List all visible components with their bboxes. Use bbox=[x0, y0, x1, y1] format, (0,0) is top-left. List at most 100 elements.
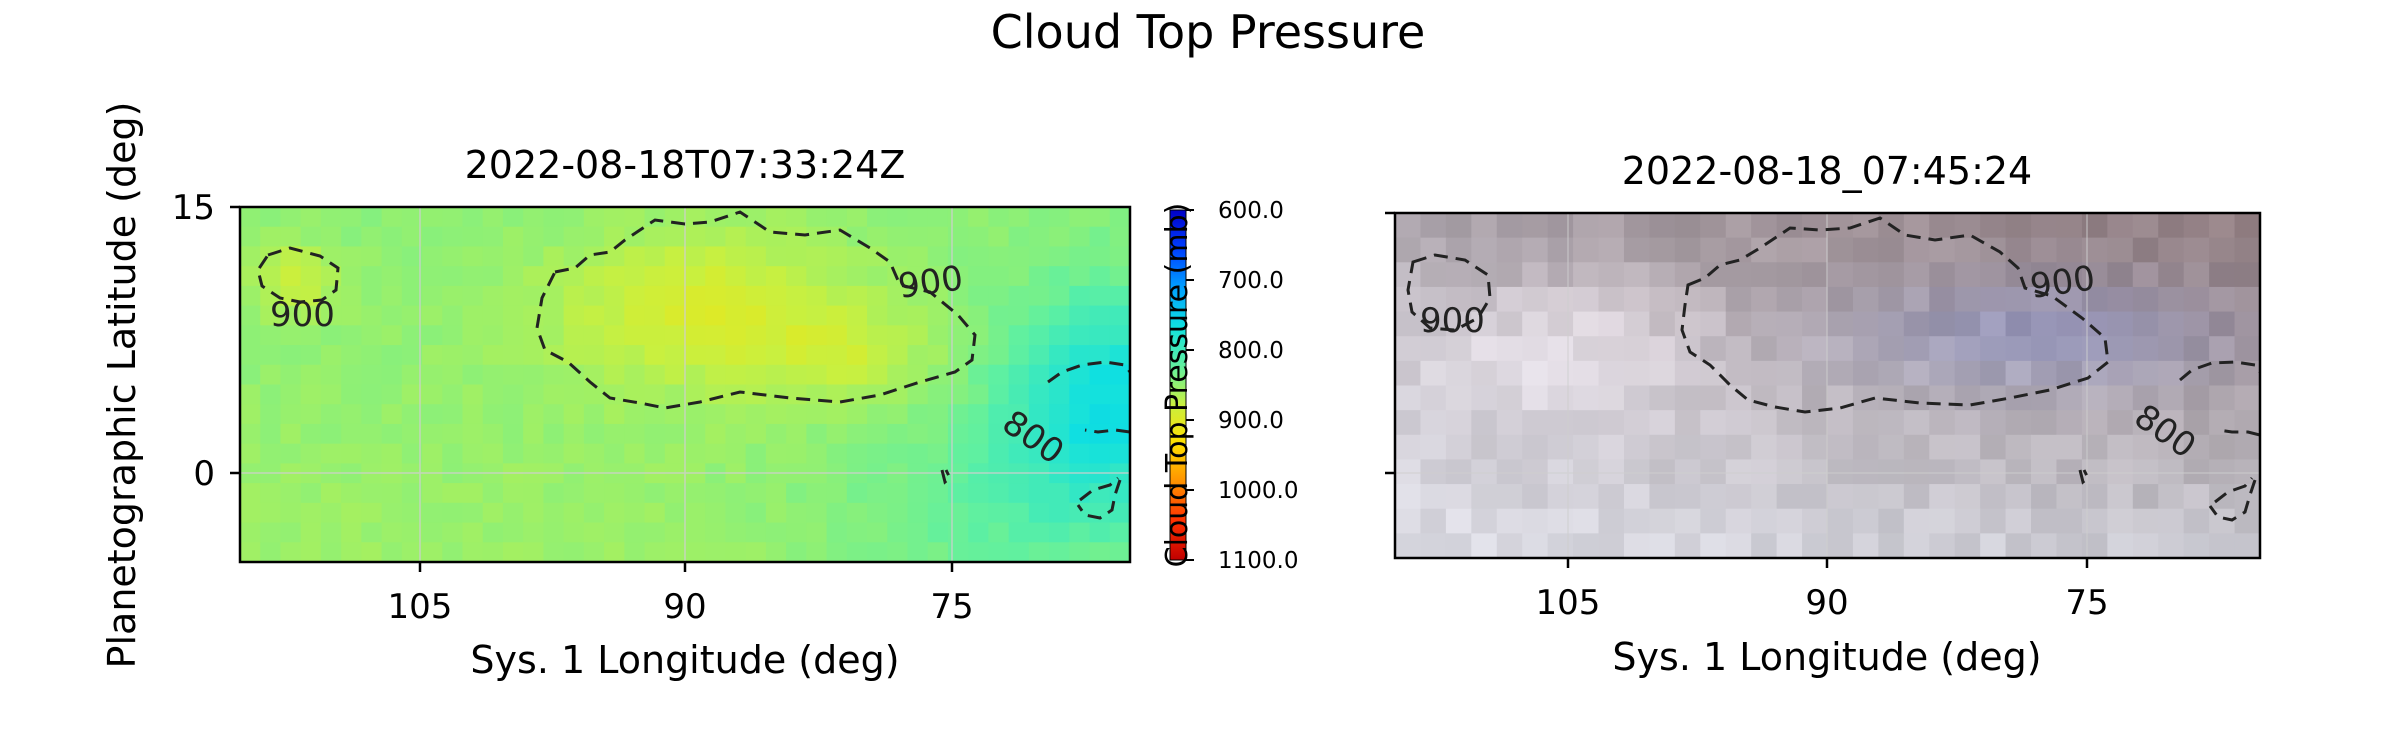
heatmap-cell bbox=[826, 226, 848, 248]
heatmap-cell bbox=[685, 325, 706, 346]
image-pixel bbox=[1802, 336, 1829, 362]
image-pixel bbox=[2158, 459, 2185, 485]
heatmap-cell bbox=[361, 384, 383, 405]
heatmap-cell bbox=[1008, 404, 1030, 425]
heatmap-cell bbox=[947, 266, 969, 287]
heatmap-cell bbox=[644, 522, 666, 543]
image-pixel bbox=[1547, 508, 1574, 534]
image-pixel bbox=[2081, 533, 2108, 558]
heatmap-cell bbox=[968, 285, 990, 307]
heatmap-cell bbox=[947, 226, 969, 248]
heatmap-cell bbox=[462, 384, 484, 405]
image-pixel bbox=[1522, 484, 1549, 510]
heatmap-cell bbox=[502, 443, 524, 464]
image-pixel bbox=[2132, 434, 2159, 461]
heatmap-cell bbox=[927, 364, 949, 386]
image-pixel bbox=[1802, 484, 1829, 510]
image-pixel bbox=[1878, 484, 1905, 510]
heatmap-cell bbox=[867, 345, 888, 366]
image-pixel bbox=[1598, 237, 1625, 263]
heatmap-cell bbox=[988, 246, 1010, 267]
heatmap-cell bbox=[422, 502, 443, 524]
heatmap-cell bbox=[846, 364, 868, 386]
heatmap-cell bbox=[604, 542, 625, 562]
heatmap-cell bbox=[442, 384, 464, 405]
image-pixel bbox=[1980, 410, 2007, 436]
image-pixel bbox=[1751, 336, 1778, 362]
heatmap-cell bbox=[705, 542, 727, 562]
image-pixel bbox=[2209, 336, 2236, 362]
heatmap-cell bbox=[543, 364, 565, 386]
left-label-900-small: 900 bbox=[270, 295, 335, 335]
image-pixel bbox=[2107, 434, 2134, 461]
heatmap-cell bbox=[644, 246, 666, 267]
image-pixel bbox=[2132, 484, 2159, 510]
heatmap-cell bbox=[604, 364, 625, 386]
image-pixel bbox=[1751, 434, 1778, 461]
image-pixel bbox=[2183, 286, 2210, 313]
left-contour-tiny bbox=[940, 469, 952, 485]
heatmap-cell bbox=[462, 542, 484, 562]
heatmap-cell bbox=[1049, 246, 1070, 267]
heatmap-cell bbox=[1008, 226, 1030, 248]
heatmap-cell bbox=[644, 207, 666, 228]
heatmap-cell bbox=[927, 483, 949, 504]
heatmap-cell bbox=[280, 246, 302, 267]
heatmap-cell bbox=[300, 364, 322, 386]
heatmap-cell bbox=[604, 384, 625, 405]
image-pixel bbox=[1623, 311, 1651, 337]
heatmap-cell bbox=[887, 423, 909, 445]
image-pixel bbox=[2209, 459, 2236, 485]
heatmap-cell bbox=[320, 345, 342, 366]
heatmap-cell bbox=[401, 443, 423, 464]
heatmap-cell bbox=[1049, 483, 1070, 504]
image-pixel bbox=[1751, 213, 1778, 239]
heatmap-cell bbox=[320, 502, 342, 524]
heatmap-cell bbox=[1069, 542, 1091, 562]
right-panel: 2022-08-18_07:45:24 900 900 800 bbox=[1385, 149, 2262, 679]
left-contour-900-large bbox=[535, 210, 977, 410]
image-pixel bbox=[1573, 213, 1600, 239]
heatmap-cell bbox=[765, 266, 787, 287]
image-pixel bbox=[1395, 311, 1422, 337]
heatmap-cell bbox=[907, 207, 929, 228]
heatmap-cell bbox=[887, 483, 909, 504]
image-pixel bbox=[1852, 508, 1879, 534]
right-contours bbox=[1406, 216, 2260, 522]
heatmap-cell bbox=[867, 364, 888, 386]
image-pixel bbox=[1700, 262, 1727, 288]
heatmap-cell bbox=[320, 542, 342, 562]
heatmap-cell bbox=[381, 226, 403, 248]
heatmap-cell bbox=[1008, 423, 1030, 445]
image-pixel bbox=[1623, 508, 1651, 534]
heatmap-cell bbox=[482, 207, 504, 228]
heatmap-cell bbox=[664, 345, 686, 366]
heatmap-cell bbox=[523, 364, 545, 386]
left-x-ticks bbox=[418, 562, 954, 572]
image-pixel bbox=[1573, 484, 1600, 510]
heatmap-cell bbox=[927, 305, 949, 326]
image-pixel bbox=[1700, 434, 1727, 461]
heatmap-cell bbox=[846, 285, 868, 307]
image-pixel bbox=[1751, 484, 1778, 510]
heatmap-cell bbox=[583, 423, 605, 445]
heatmap-cell bbox=[745, 266, 767, 287]
image-pixel bbox=[1802, 360, 1829, 387]
heatmap-cell bbox=[502, 522, 524, 543]
image-pixel bbox=[1445, 434, 1472, 461]
image-pixel bbox=[1420, 286, 1447, 313]
image-pixel bbox=[2107, 508, 2134, 534]
heatmap-cell bbox=[280, 305, 302, 326]
image-pixel bbox=[1547, 484, 1574, 510]
heatmap-cell bbox=[867, 384, 888, 405]
heatmap-cell bbox=[604, 345, 625, 366]
heatmap-cell bbox=[1028, 266, 1050, 287]
heatmap-cell bbox=[1089, 443, 1111, 464]
image-pixel bbox=[1852, 360, 1879, 387]
heatmap-cell bbox=[1049, 305, 1070, 326]
heatmap-cell bbox=[523, 325, 545, 346]
image-pixel bbox=[1954, 434, 1981, 461]
heatmap-cell bbox=[624, 522, 646, 543]
image-pixel bbox=[1395, 508, 1422, 534]
heatmap-cell bbox=[624, 345, 646, 366]
